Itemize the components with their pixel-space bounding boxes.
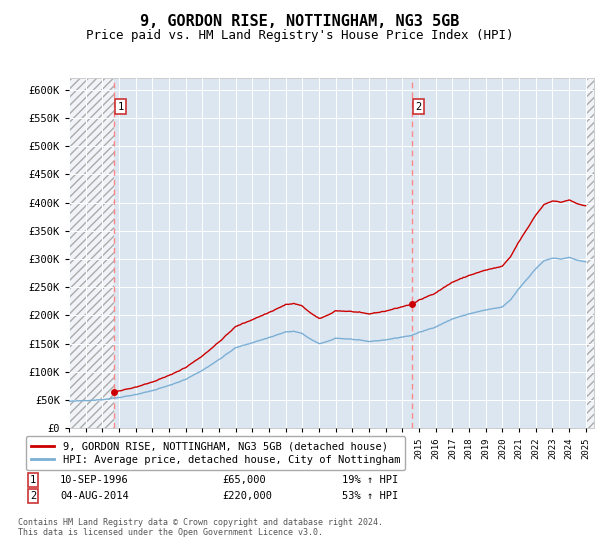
Bar	[69, 78, 114, 428]
HPI: Average price, detached house, City of Nottingham: (1.99e+03, 4.8e+04): Average price, detached house, City of N…	[65, 398, 73, 405]
Text: 2: 2	[416, 101, 422, 111]
9, GORDON RISE, NOTTINGHAM, NG3 5GB (detached house)	[111, 388, 118, 395]
Text: 04-AUG-2014: 04-AUG-2014	[60, 491, 129, 501]
9, GORDON RISE, NOTTINGHAM, NG3 5GB (detached house)	[396, 304, 403, 311]
9, GORDON RISE, NOTTINGHAM, NG3 5GB (detached house)	[497, 263, 505, 270]
Line: HPI: Average price, detached house, City of Nottingham: HPI: Average price, detached house, City…	[69, 258, 586, 402]
Text: 10-SEP-1996: 10-SEP-1996	[60, 475, 129, 485]
9, GORDON RISE, NOTTINGHAM, NG3 5GB (detached house)	[488, 265, 495, 272]
HPI: Average price, detached house, City of Nottingham: (2e+03, 6.68e+04): Average price, detached house, City of N…	[149, 388, 156, 394]
Bar	[586, 78, 594, 428]
Text: 1: 1	[118, 101, 124, 111]
HPI: Average price, detached house, City of Nottingham: (2.02e+03, 2.9e+05): Average price, detached house, City of N…	[536, 262, 544, 268]
HPI: Average price, detached house, City of Nottingham: (2.02e+03, 2.95e+05): Average price, detached house, City of N…	[582, 258, 589, 265]
Text: Contains HM Land Registry data © Crown copyright and database right 2024.
This d: Contains HM Land Registry data © Crown c…	[18, 518, 383, 538]
Text: 9, GORDON RISE, NOTTINGHAM, NG3 5GB: 9, GORDON RISE, NOTTINGHAM, NG3 5GB	[140, 14, 460, 29]
Text: 19% ↑ HPI: 19% ↑ HPI	[342, 475, 398, 485]
Text: 1: 1	[30, 475, 36, 485]
Text: Price paid vs. HM Land Registry's House Price Index (HPI): Price paid vs. HM Land Registry's House …	[86, 29, 514, 42]
Text: 53% ↑ HPI: 53% ↑ HPI	[342, 491, 398, 501]
9, GORDON RISE, NOTTINGHAM, NG3 5GB (detached house)	[196, 354, 203, 361]
Bar	[69, 78, 114, 428]
Text: £65,000: £65,000	[222, 475, 266, 485]
9, GORDON RISE, NOTTINGHAM, NG3 5GB (detached house)	[565, 197, 572, 203]
HPI: Average price, detached house, City of Nottingham: (2.02e+03, 3.03e+05): Average price, detached house, City of N…	[565, 254, 572, 261]
Text: £220,000: £220,000	[222, 491, 272, 501]
HPI: Average price, detached house, City of Nottingham: (2e+03, 1.09e+05): Average price, detached house, City of N…	[204, 363, 211, 370]
9, GORDON RISE, NOTTINGHAM, NG3 5GB (detached house)	[582, 202, 589, 209]
HPI: Average price, detached house, City of Nottingham: (2e+03, 4.99e+04): Average price, detached house, City of N…	[91, 397, 98, 404]
Legend: 9, GORDON RISE, NOTTINGHAM, NG3 5GB (detached house), HPI: Average price, detach: 9, GORDON RISE, NOTTINGHAM, NG3 5GB (det…	[26, 436, 406, 470]
HPI: Average price, detached house, City of Nottingham: (2e+03, 6.81e+04): Average price, detached house, City of N…	[152, 386, 159, 393]
9, GORDON RISE, NOTTINGHAM, NG3 5GB (detached house)	[521, 230, 528, 236]
Bar	[586, 78, 594, 428]
Text: 2: 2	[30, 491, 36, 501]
HPI: Average price, detached house, City of Nottingham: (2.02e+03, 2.97e+05): Average price, detached house, City of N…	[577, 258, 584, 264]
9, GORDON RISE, NOTTINGHAM, NG3 5GB (detached house)	[179, 365, 187, 372]
Line: 9, GORDON RISE, NOTTINGHAM, NG3 5GB (detached house): 9, GORDON RISE, NOTTINGHAM, NG3 5GB (det…	[115, 200, 586, 391]
